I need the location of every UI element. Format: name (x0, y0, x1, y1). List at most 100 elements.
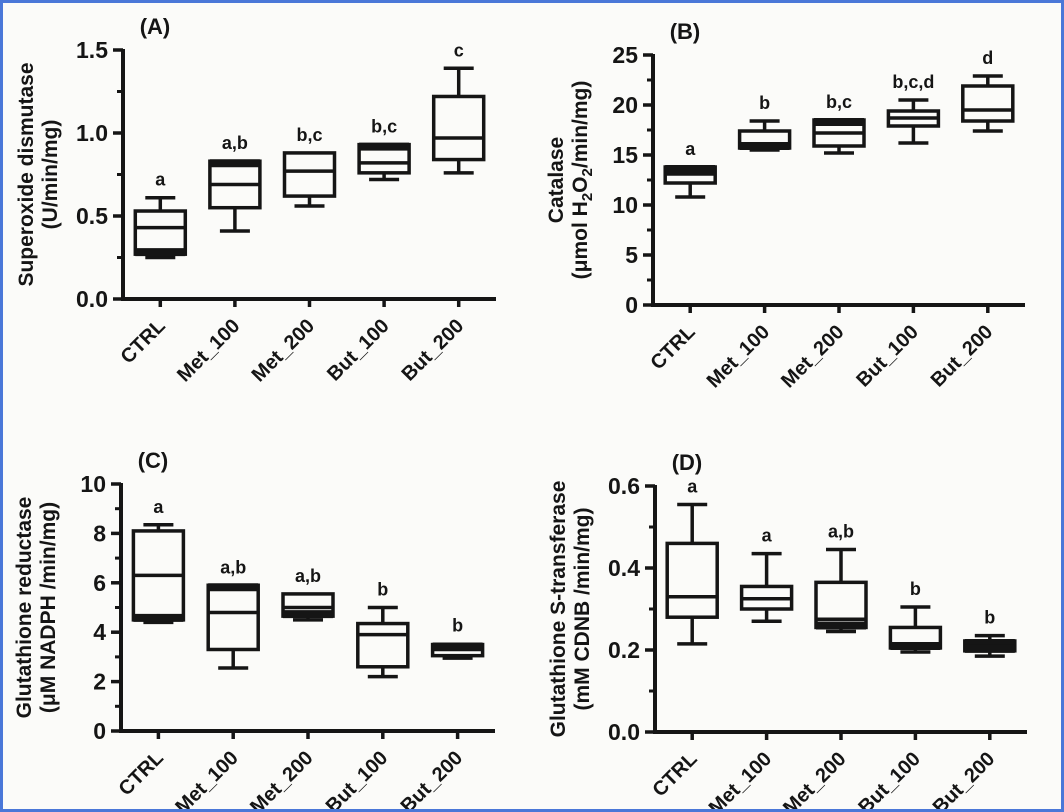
significance-letter: a (153, 497, 164, 517)
y-tick-label: 0.0 (608, 719, 640, 745)
iqr-box (665, 541, 719, 619)
significance-letter: b (452, 615, 463, 635)
y-tick-label: 2 (93, 669, 106, 695)
category-label: CTRL (115, 747, 168, 800)
box-Met_200 (282, 151, 337, 208)
y-tick-label: 4 (93, 619, 106, 645)
category-label: CTRL (648, 748, 701, 801)
panel-letter: (D) (672, 450, 703, 475)
y-tick-label: 0.5 (76, 203, 108, 229)
significance-letter: b (759, 93, 770, 113)
y-tick-label: 20 (612, 92, 638, 118)
box-Met_100 (737, 119, 792, 152)
significance-letter: a,b (220, 557, 246, 577)
significance-letter: b,c (826, 92, 852, 112)
category-label: But_100 (323, 315, 394, 386)
panel-letter: (B) (670, 19, 701, 44)
category-label: Met_100 (171, 747, 242, 812)
category-label: Met_200 (777, 321, 848, 392)
category-label: Met_100 (703, 321, 774, 392)
y-axis-units: (μM NADPH /min/mg) (37, 502, 60, 713)
y-tick-label: 10 (612, 192, 638, 218)
category-label: Met_100 (173, 315, 244, 386)
significance-letter: a (685, 139, 696, 159)
category-label: Met_200 (248, 315, 319, 386)
category-label: But_100 (852, 321, 923, 392)
category-label: CTRL (117, 315, 170, 368)
iqr-box (133, 209, 188, 256)
y-tick-label: 0 (93, 718, 106, 744)
box-CTRL (131, 523, 186, 625)
panel-letter: (A) (140, 14, 171, 39)
panel-b-catalase: (B) 0 5 10 15 20 25 Catalase(μmol H2O2/min/mg) C… (545, 19, 1025, 392)
category-label: But_200 (398, 315, 469, 386)
box-CTRL (133, 195, 188, 260)
y-tick-label: 0.0 (76, 286, 108, 312)
category-label: CTRL (646, 321, 699, 374)
category-label: Met_200 (779, 748, 850, 812)
iqr-box (431, 94, 486, 162)
significance-letter: a (762, 526, 773, 546)
y-tick-label: 6 (93, 570, 106, 596)
box-CTRL (663, 165, 717, 199)
box-Met_100 (739, 551, 794, 624)
y-tick-label: 8 (93, 520, 106, 546)
significance-letter: b,c,d (892, 72, 934, 92)
significance-letter: b (377, 580, 388, 600)
category-label: But_100 (854, 748, 925, 812)
box-But_200 (431, 66, 486, 175)
box-Met_100 (208, 159, 262, 233)
box-Met_200 (814, 547, 868, 634)
significance-letter: b (984, 608, 995, 628)
category-label: But_200 (927, 321, 998, 392)
y-tick-label: 0.4 (608, 555, 640, 581)
box-Met_200 (812, 118, 866, 155)
y-tick-label: 0.6 (608, 473, 640, 499)
y-axis-label: Catalase (545, 137, 568, 223)
y-tick-label: 0 (625, 292, 638, 318)
iqr-box (206, 583, 260, 652)
box-CTRL (665, 502, 719, 646)
panel-a-superoxide-dismutase: (A) 0.0 0.5 1.0 1.5 Superoxide dismutase (U/mi… (15, 14, 496, 386)
y-axis-units: (mM CDNB /min/mg) (571, 508, 594, 711)
box-But_200 (963, 633, 1017, 658)
y-tick-label: 1.0 (76, 120, 108, 146)
y-axis-units: (U/min/mg) (39, 120, 62, 230)
box-But_100 (356, 605, 410, 679)
significance-letter: c (454, 40, 464, 60)
significance-letter: b (910, 579, 921, 599)
panel-d-glutathione-s-transferase: (D) 0.0 0.2 0.4 0.6 Glutathione S-transferase… (547, 450, 1027, 812)
significance-letter: a,b (222, 133, 248, 153)
y-tick-label: 25 (612, 42, 638, 68)
iqr-box (961, 84, 1015, 123)
y-tick-label: 1.5 (76, 37, 108, 63)
significance-letter: a,b (295, 566, 321, 586)
category-label: But_100 (322, 747, 393, 812)
iqr-box (282, 151, 337, 198)
significance-letter: a (155, 170, 166, 190)
panel-c-glutathione-reductase: (C) 0 2 4 6 8 10 Glutathione reductase (μM NADPH… (13, 448, 495, 812)
y-tick-label: 5 (625, 242, 638, 268)
box-But_100 (357, 142, 411, 182)
y-tick-label: 0.2 (608, 637, 640, 663)
y-axis-units: (μmol H2O2/min/mg) (569, 81, 596, 280)
box-But_200 (961, 74, 1015, 133)
iqr-box (356, 621, 410, 669)
box-But_100 (888, 605, 943, 654)
significance-letter: b,c (371, 117, 397, 137)
category-label: But_200 (929, 748, 1000, 812)
box-But_100 (886, 98, 941, 145)
panel-letter: (C) (138, 448, 169, 473)
significance-letter: b,c (296, 125, 322, 145)
box-Met_100 (206, 583, 260, 670)
y-axis-label: Glutathione reductase (13, 497, 36, 719)
y-tick-label: 10 (80, 471, 106, 497)
significance-letter: d (982, 48, 993, 68)
category-label: Met_200 (246, 747, 317, 812)
category-label: Met_100 (705, 748, 776, 812)
y-axis-label: Glutathione S-transferase (547, 481, 570, 738)
significance-letter: a,b (828, 522, 854, 542)
box-But_200 (430, 642, 485, 660)
category-label: But_200 (397, 747, 468, 812)
